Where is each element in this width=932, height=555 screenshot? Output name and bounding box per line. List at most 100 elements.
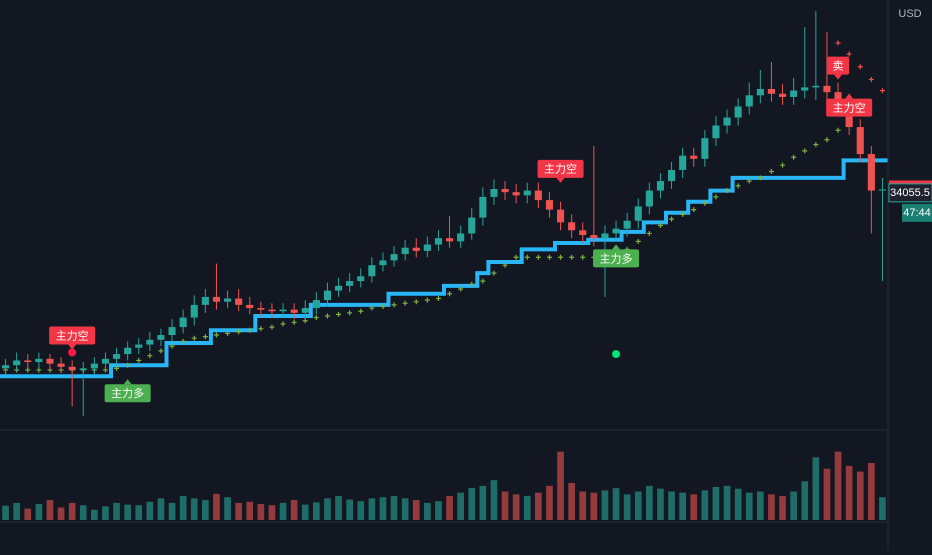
candle-body — [812, 85, 820, 88]
signal-label-pointer — [123, 379, 132, 385]
signal-dot — [68, 348, 77, 357]
volume-bar — [745, 492, 753, 520]
signal-label-box — [537, 159, 584, 178]
candle-body — [346, 281, 354, 286]
volume-bar — [557, 451, 564, 520]
candle-body — [634, 206, 642, 221]
candle-body — [101, 358, 110, 364]
volume-bar — [202, 500, 209, 520]
volume-bar — [2, 505, 9, 520]
candle-body — [756, 88, 764, 96]
cross-marker — [136, 357, 142, 363]
cross-marker — [147, 353, 153, 359]
cross-marker — [391, 302, 397, 308]
volume-bar — [301, 504, 309, 520]
volume-bar — [235, 502, 242, 520]
candle-body — [323, 290, 332, 301]
volume-bar — [768, 494, 775, 520]
cross-marker — [868, 76, 874, 82]
volume-bar — [535, 492, 542, 520]
cross-marker — [236, 329, 242, 335]
cross-marker — [169, 343, 175, 349]
volume-bar — [435, 501, 442, 520]
candle-body — [124, 347, 132, 355]
cross-marker — [491, 270, 497, 276]
volume-bar — [501, 491, 509, 520]
candle-body — [701, 138, 709, 159]
cross-marker — [213, 332, 219, 338]
candle-body — [334, 285, 343, 291]
candle-body — [767, 88, 776, 94]
cross-marker — [225, 330, 231, 336]
cross-marker — [458, 286, 464, 292]
candle-body — [68, 366, 76, 370]
candle-body — [734, 106, 742, 118]
cross-marker — [313, 315, 319, 321]
volume-bar — [523, 496, 531, 520]
cross-marker — [125, 362, 131, 368]
candle-body — [35, 358, 43, 363]
volume-bar — [346, 499, 353, 520]
candle-body — [523, 190, 531, 196]
candle-body — [834, 92, 842, 102]
candle-body — [190, 304, 198, 318]
signal-dot — [612, 350, 621, 359]
cross-marker — [336, 311, 342, 317]
cross-marker — [524, 254, 530, 260]
cross-marker — [835, 40, 841, 46]
volume-bar — [57, 507, 65, 520]
cross-marker — [158, 348, 164, 354]
signal-label-box — [827, 56, 850, 75]
volume-bar — [757, 491, 764, 520]
candle-body — [490, 188, 498, 197]
candle-body — [479, 196, 487, 218]
candle-body — [1, 365, 10, 369]
candle-body — [590, 235, 598, 239]
cross-marker — [114, 365, 120, 371]
cross-marker — [202, 334, 208, 340]
cross-marker — [380, 303, 386, 309]
candle-body — [179, 317, 187, 328]
volume-bar — [568, 482, 575, 520]
volume-bar — [135, 505, 143, 520]
countdown-label: 47:44 — [903, 207, 931, 219]
cross-marker — [424, 297, 430, 303]
candle-body — [79, 368, 87, 370]
volume-bar — [690, 494, 698, 520]
cross-marker — [657, 223, 663, 229]
signal-label-pointer — [834, 74, 843, 80]
signal-label: 主力空 — [537, 159, 584, 183]
cross-marker — [791, 154, 797, 160]
cross-marker — [502, 262, 508, 268]
volume-bar — [68, 502, 76, 520]
candle-body — [801, 87, 809, 91]
signal-label-text: 主力空 — [56, 328, 89, 342]
volume-bar — [290, 500, 298, 520]
volume-bar — [579, 491, 587, 520]
signal-label-pointer — [612, 244, 621, 250]
volume-bar — [424, 502, 431, 520]
volume-bar — [623, 494, 631, 520]
volume-bar — [701, 490, 709, 520]
volume-bar — [668, 491, 675, 520]
candle-body — [545, 200, 554, 210]
countdown-box — [902, 203, 932, 222]
cross-marker — [768, 169, 774, 175]
cross-marker — [369, 305, 375, 311]
cross-marker — [757, 175, 763, 181]
volume-bar — [812, 457, 820, 520]
volume-bar — [79, 505, 87, 520]
signal-label-text: 主力空 — [833, 100, 866, 114]
volume-bar — [179, 496, 187, 520]
candle-body — [379, 260, 387, 266]
candle-body — [57, 363, 65, 367]
signal-label-text: 主力空 — [544, 162, 577, 176]
signal-label-box — [104, 384, 151, 403]
candle-body — [390, 254, 398, 261]
signal-label-pointer — [68, 344, 77, 350]
candle-body — [556, 209, 565, 223]
volume-bar — [634, 491, 642, 520]
signal-label: 主力多 — [593, 244, 640, 268]
candle-body — [457, 233, 465, 242]
